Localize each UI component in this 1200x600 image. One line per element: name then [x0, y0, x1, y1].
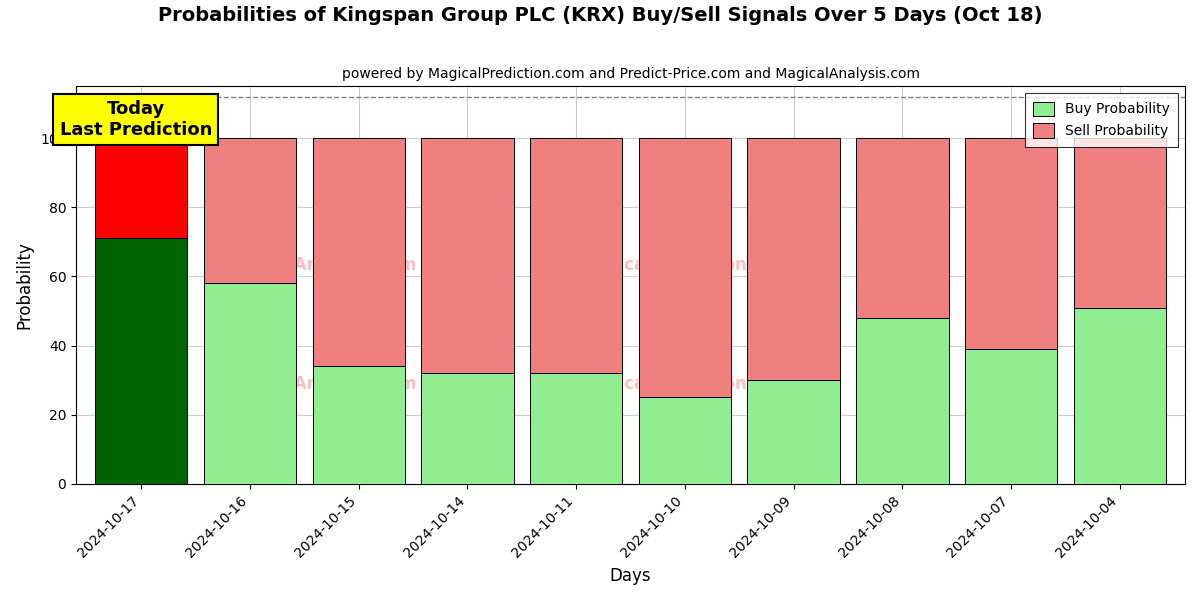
- Text: MagicalPrediction.com: MagicalPrediction.com: [580, 256, 792, 274]
- Bar: [1074, 138, 1166, 308]
- Bar: [530, 138, 623, 373]
- Bar: [638, 397, 731, 484]
- Bar: [856, 138, 948, 318]
- Bar: [530, 373, 623, 484]
- Bar: [421, 373, 514, 484]
- Bar: [856, 318, 948, 484]
- Bar: [312, 366, 404, 484]
- Text: Today
Last Prediction: Today Last Prediction: [60, 100, 212, 139]
- Bar: [965, 349, 1057, 484]
- Y-axis label: Probability: Probability: [14, 241, 32, 329]
- X-axis label: Days: Days: [610, 567, 652, 585]
- Bar: [312, 138, 404, 366]
- Bar: [965, 138, 1057, 349]
- Bar: [95, 238, 187, 484]
- Bar: [204, 138, 296, 283]
- Bar: [748, 380, 840, 484]
- Text: Probabilities of Kingspan Group PLC (KRX) Buy/Sell Signals Over 5 Days (Oct 18): Probabilities of Kingspan Group PLC (KRX…: [157, 6, 1043, 25]
- Text: MagicalPrediction.com: MagicalPrediction.com: [580, 376, 792, 394]
- Bar: [204, 283, 296, 484]
- Bar: [421, 138, 514, 373]
- Bar: [748, 138, 840, 380]
- Text: MagicalAnalysis.com: MagicalAnalysis.com: [223, 256, 418, 274]
- Text: MagicalAnalysis.com: MagicalAnalysis.com: [223, 376, 418, 394]
- Bar: [638, 138, 731, 397]
- Legend: Buy Probability, Sell Probability: Buy Probability, Sell Probability: [1025, 93, 1178, 146]
- Title: powered by MagicalPrediction.com and Predict-Price.com and MagicalAnalysis.com: powered by MagicalPrediction.com and Pre…: [342, 67, 919, 81]
- Bar: [95, 138, 187, 238]
- Bar: [1074, 308, 1166, 484]
